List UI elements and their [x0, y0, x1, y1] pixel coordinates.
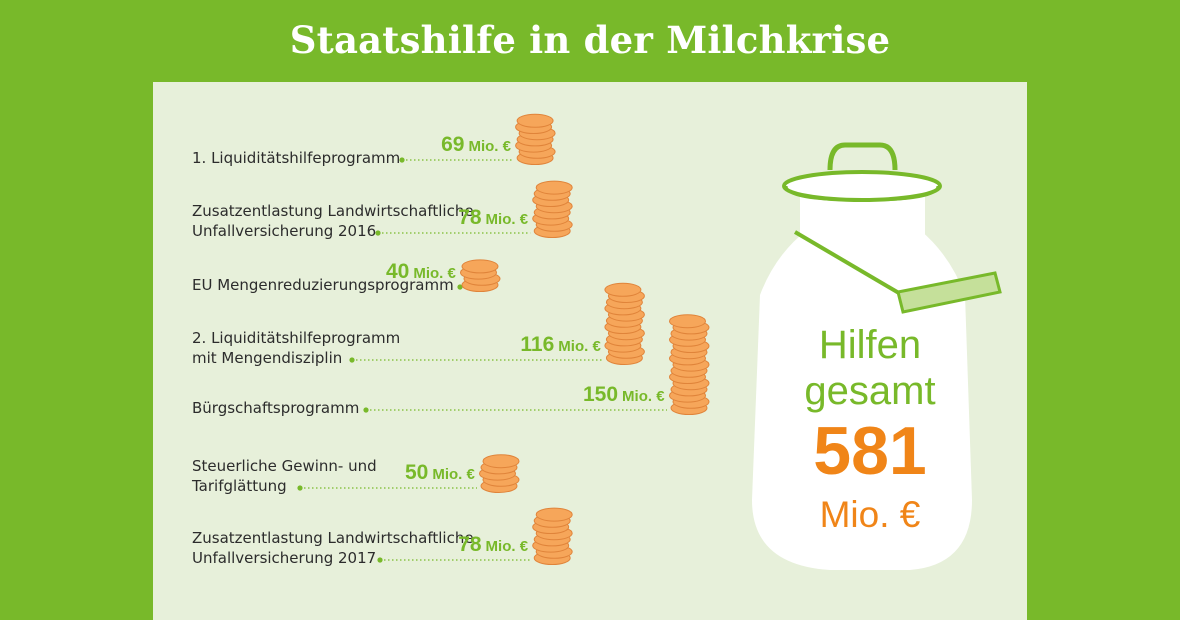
row-label: Steuerliche Gewinn- und Tarifglättung — [192, 456, 377, 496]
leader-dot — [457, 284, 463, 290]
value-unit: Mio. € — [485, 538, 529, 555]
row-label-line: Tarifglättung — [192, 477, 287, 495]
row-label: 1. Liquiditätshilfeprogramm — [192, 148, 400, 168]
coin — [516, 113, 554, 128]
value-label: 150 Mio. € — [583, 383, 665, 407]
coin-stack-bar — [604, 282, 645, 365]
value-label: 40 Mio. € — [386, 260, 456, 284]
value-number: 116 — [520, 333, 555, 356]
leader-dot — [375, 230, 381, 236]
row-label-line: Unfallversicherung 2016 — [192, 222, 377, 240]
page-title: Staatshilfe in der Milchkrise — [289, 18, 891, 62]
leader-dot — [297, 485, 303, 491]
coin-stack-bar — [532, 507, 573, 565]
leader-dot — [363, 407, 369, 413]
row-label-line: Bürgschaftsprogramm — [192, 399, 360, 417]
coin — [535, 180, 573, 195]
row-label-line: Zusatzentlastung Landwirtschaftliche — [192, 529, 474, 547]
value-label: 50 Mio. € — [405, 461, 475, 485]
total-label: Hilfen gesamt — [770, 322, 970, 414]
value-number: 78 — [458, 533, 482, 556]
header-bar: Staatshilfe in der Milchkrise — [153, 0, 1027, 82]
leader-dot — [377, 557, 383, 563]
value-unit: Mio. € — [432, 466, 475, 483]
value-unit: Mio. € — [622, 388, 665, 405]
row-label-line: mit Mengendisziplin — [192, 349, 343, 367]
coin-stack-bar — [515, 113, 556, 165]
value-unit: Mio. € — [485, 211, 529, 228]
coin — [482, 454, 520, 469]
value-unit: Mio. € — [468, 138, 511, 155]
row-label: 2. Liquiditätshilfeprogramm mit Mengendis… — [192, 328, 400, 368]
value-number: 69 — [441, 133, 465, 156]
row-label-line: Steuerliche Gewinn- und — [192, 457, 377, 475]
value-label: 78 Mio. € — [458, 206, 528, 230]
leader-dot — [349, 357, 355, 363]
value-label: 116 Mio. € — [520, 333, 600, 357]
value-number: 78 — [458, 206, 482, 229]
row-label-line: Zusatzentlastung Landwirtschaftliche — [192, 202, 474, 220]
coin — [535, 507, 573, 522]
value-unit: Mio. € — [558, 338, 601, 355]
row-label: EU Mengenreduzierungsprogramm — [192, 275, 454, 295]
milk-can-icon — [752, 142, 1002, 570]
value-number: 50 — [405, 461, 429, 484]
total-value: 581 — [813, 413, 927, 489]
left-margin — [0, 0, 153, 620]
coin-stack-bar — [532, 180, 573, 238]
value-number: 150 — [583, 383, 619, 406]
value-unit: Mio. € — [413, 265, 456, 282]
coin — [604, 282, 642, 297]
right-margin — [1027, 0, 1180, 620]
row-label-line: Unfallversicherung 2017 — [192, 549, 377, 567]
row-label-line: 2. Liquiditätshilfeprogramm — [192, 329, 401, 347]
value-label: 69 Mio. € — [441, 133, 511, 157]
coin-stack-bar — [460, 259, 501, 292]
value-label: 78 Mio. € — [458, 533, 528, 557]
row-label-line: EU Mengenreduzierungsprogramm — [192, 276, 454, 294]
row-label: Zusatzentlastung Landwirtschaftliche Unfa… — [192, 528, 474, 568]
row-label-line: 1. Liquiditätshilfeprogramm — [192, 149, 401, 167]
total-label-line2: gesamt — [804, 369, 936, 413]
total-label-line1: Hilfen — [818, 323, 922, 367]
total-unit: Mio. € — [819, 494, 921, 535]
row-label: Zusatzentlastung Landwirtschaftliche Unfa… — [192, 201, 474, 241]
leader-dot — [399, 157, 405, 163]
coin-stack-bar — [669, 314, 710, 415]
coin-stack-bar — [479, 454, 520, 493]
value-number: 40 — [386, 260, 410, 283]
coin — [669, 314, 706, 329]
coin — [461, 259, 499, 274]
row-label: Bürgschaftsprogramm — [192, 398, 359, 418]
